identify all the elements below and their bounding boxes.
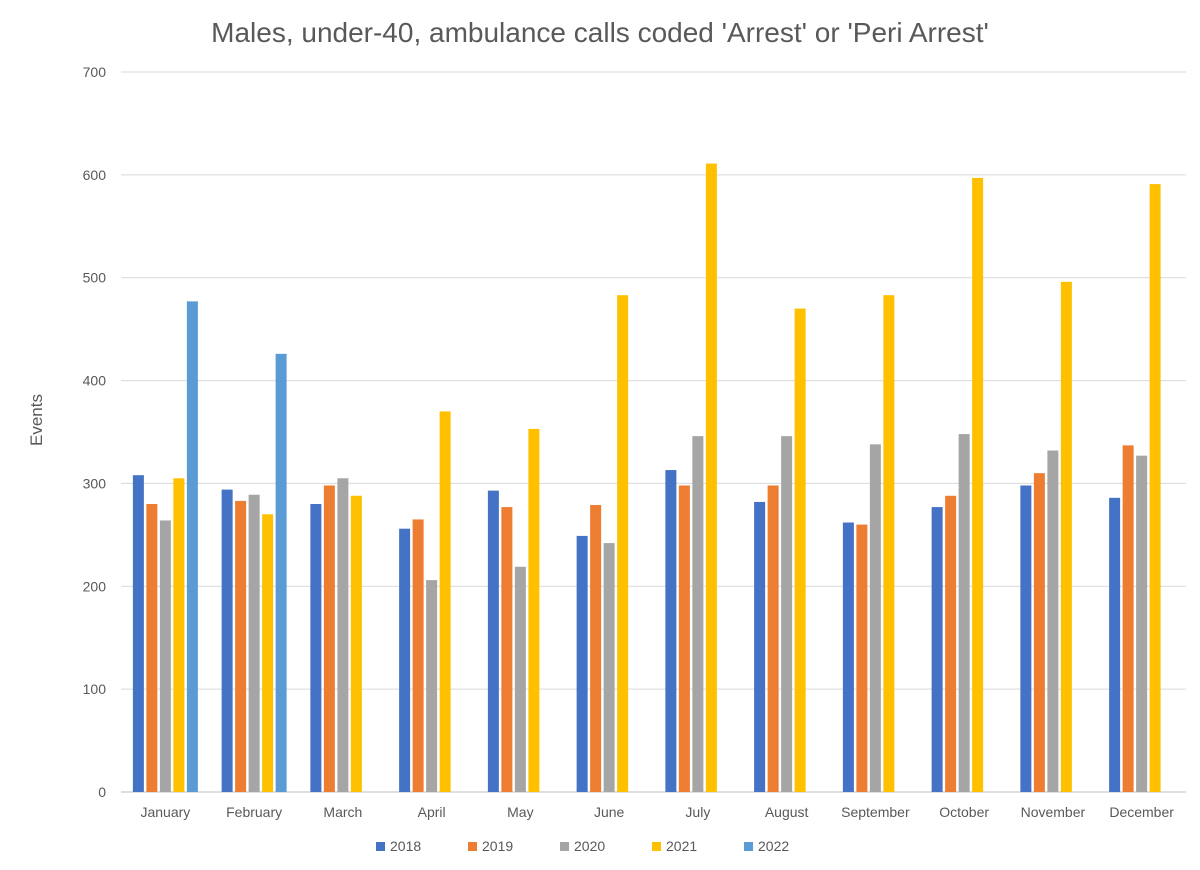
legend-label-2019: 2019 (482, 838, 513, 854)
y-tick-label: 600 (83, 167, 107, 183)
bar-2020-may (514, 566, 526, 792)
y-tick-label: 300 (83, 475, 107, 491)
legend-swatch-2022 (744, 842, 753, 851)
legend-swatch-2018 (376, 842, 385, 851)
legend-label-2018: 2018 (390, 838, 421, 854)
bar-2018-january (132, 475, 144, 792)
x-tick-label: December (1109, 804, 1174, 820)
legend-label-2021: 2021 (666, 838, 697, 854)
bar-2018-march (310, 504, 322, 792)
y-tick-label: 0 (98, 784, 106, 800)
bar-2020-february (248, 494, 260, 792)
x-tick-label: January (140, 804, 190, 820)
bar-2019-november (1033, 473, 1045, 792)
bar-2018-november (1020, 485, 1032, 792)
bar-2021-october (972, 177, 984, 792)
bar-2018-july (665, 470, 677, 792)
bar-2021-march (350, 495, 362, 792)
x-tick-label: May (507, 804, 533, 820)
legend-swatch-2021 (652, 842, 661, 851)
bar-2021-january (173, 478, 185, 792)
legend-label-2022: 2022 (758, 838, 789, 854)
bar-2020-november (1047, 450, 1059, 792)
x-tick-label: August (765, 804, 809, 820)
x-tick-label: February (226, 804, 282, 820)
bar-2018-may (487, 490, 499, 792)
bars (132, 163, 1161, 793)
bar-2019-march (323, 485, 335, 792)
bar-2019-august (767, 485, 779, 792)
bar-2018-april (399, 528, 411, 792)
y-tick-label: 500 (83, 270, 107, 286)
bar-2021-june (617, 295, 629, 792)
bar-2019-may (501, 507, 513, 792)
bar-2021-september (883, 295, 895, 792)
bar-2021-august (794, 308, 806, 792)
x-tick-label: July (685, 804, 710, 820)
y-axis-title: Events (27, 394, 46, 446)
bar-2021-april (439, 411, 451, 792)
bar-2020-march (337, 478, 349, 792)
bar-2020-june (603, 543, 615, 792)
bar-2020-august (781, 436, 793, 792)
legend-label-2020: 2020 (574, 838, 605, 854)
bar-2021-february (262, 514, 274, 792)
y-tick-label: 100 (83, 681, 107, 697)
bar-2019-february (235, 500, 247, 792)
y-tick-label: 400 (83, 373, 107, 389)
bar-2022-february (275, 353, 287, 792)
x-tick-label: November (1021, 804, 1086, 820)
bar-2019-october (945, 495, 957, 792)
bar-2021-december (1149, 184, 1161, 793)
y-axis: 0 100 200 300 400 500 600 700 (83, 64, 107, 800)
x-axis: January February March April May June July Augu… (140, 804, 1174, 820)
bar-2020-july (692, 436, 704, 792)
bar-2019-december (1122, 445, 1134, 792)
bar-2022-january (186, 301, 198, 792)
gridlines (121, 71, 1186, 793)
bar-2020-december (1136, 455, 1148, 792)
bar-2020-october (958, 434, 970, 792)
chart-title: Males, under-40, ambulance calls coded '… (211, 17, 989, 48)
bar-2021-may (528, 428, 540, 792)
bar-2018-february (221, 489, 233, 792)
x-tick-label: September (841, 804, 910, 820)
x-tick-label: April (418, 804, 446, 820)
bar-2019-september (856, 524, 868, 792)
bar-2020-september (869, 444, 881, 792)
bar-2018-october (931, 507, 943, 792)
y-tick-label: 700 (83, 64, 107, 80)
bar-2019-june (590, 505, 602, 792)
bar-2019-january (146, 504, 158, 792)
bar-2021-july (705, 163, 717, 793)
bar-2020-january (159, 520, 171, 792)
x-tick-label: October (939, 804, 989, 820)
x-tick-label: March (323, 804, 362, 820)
bar-2021-november (1060, 281, 1072, 792)
bar-2019-july (678, 485, 690, 792)
legend: 2018 2019 2020 2021 2022 (376, 838, 789, 854)
legend-swatch-2019 (468, 842, 477, 851)
bar-2018-august (754, 501, 766, 792)
bar-2020-april (426, 580, 438, 792)
y-tick-label: 200 (83, 578, 107, 594)
bar-2018-june (576, 535, 588, 792)
x-tick-label: June (594, 804, 625, 820)
bar-2018-december (1109, 497, 1121, 792)
bar-2019-april (412, 519, 424, 792)
legend-swatch-2020 (560, 842, 569, 851)
bar-2018-september (842, 522, 854, 792)
